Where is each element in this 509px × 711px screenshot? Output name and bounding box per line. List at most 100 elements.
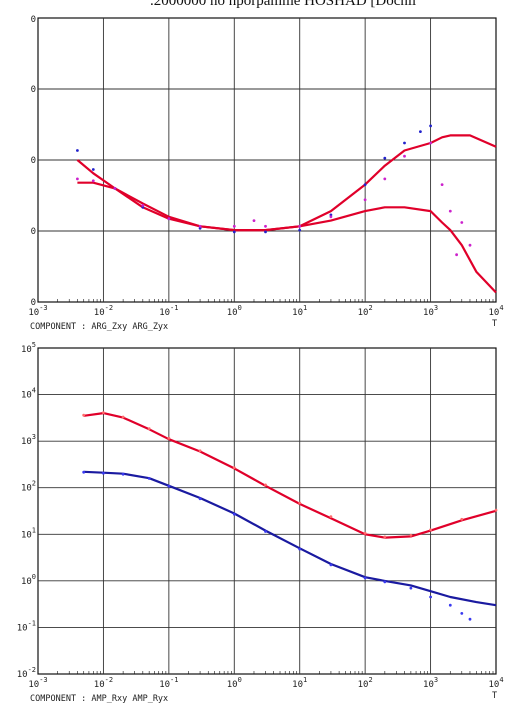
data-point: [76, 149, 79, 152]
data-point: [264, 530, 267, 533]
data-point: [232, 512, 236, 516]
data-point: [468, 243, 472, 247]
x-tick-label: 10-2: [94, 676, 113, 690]
data-point: [113, 187, 117, 190]
data-point: [460, 517, 464, 521]
data-point: [298, 547, 302, 551]
data-point: [232, 224, 236, 228]
x-axis-unit: T: [492, 691, 497, 701]
data-point: [455, 253, 458, 257]
data-point: [198, 449, 202, 453]
y-tick-label: 0: [31, 15, 36, 25]
x-tick-label: 10-3: [28, 676, 47, 690]
x-tick-label: 102: [358, 676, 373, 690]
figure-caption: .2000000 no nporpamme HOSHAD [Docnii: [150, 0, 417, 9]
plot-frame: [37, 347, 497, 675]
x-tick-label: 10-2: [94, 304, 113, 318]
y-tick-label: 0: [31, 298, 36, 308]
data-point: [252, 219, 256, 223]
data-point: [468, 617, 472, 621]
data-point: [363, 576, 367, 580]
data-point: [383, 580, 387, 584]
y-tick-label: 100: [21, 573, 36, 587]
data-point: [409, 586, 413, 590]
data-point: [429, 528, 432, 532]
y-tick-label: 101: [21, 526, 36, 540]
data-point: [329, 515, 333, 518]
data-point: [429, 141, 432, 145]
data-point: [102, 471, 105, 475]
data-point: [91, 168, 95, 171]
x-tick-label: 10-3: [28, 304, 47, 318]
data-point: [102, 411, 105, 414]
data-point: [76, 177, 79, 181]
x-axis-unit: T: [492, 319, 497, 329]
data-point: [298, 228, 302, 232]
x-tick-label: 100: [227, 676, 242, 690]
data-point: [82, 413, 86, 417]
data-point: [198, 224, 202, 228]
data-point: [383, 535, 387, 539]
x-tick-label: 103: [423, 304, 438, 318]
data-point: [147, 477, 151, 480]
data-point: [448, 209, 452, 213]
y-tick-label: 0: [31, 85, 36, 95]
y-tick-label: 103: [21, 433, 36, 447]
data-point: [363, 531, 367, 535]
x-tick-label: 101: [292, 304, 307, 318]
data-point: [460, 612, 464, 615]
data-point: [403, 154, 406, 158]
data-point: [121, 415, 125, 419]
data-point: [429, 124, 432, 128]
data-point: [91, 179, 95, 183]
data-point: [82, 470, 86, 474]
y-tick-label: 10-1: [17, 619, 36, 633]
phase-chart: 10-3 10-2 10-1 100 101 102 103 104 0 0 0 0 0 COMPONEN…: [28, 15, 503, 332]
data-point: [264, 483, 267, 487]
component-label: COMPONENT : AMP_Rxy AMP_Ryx: [30, 694, 168, 704]
data-point: [383, 177, 387, 181]
y-tick-label: 104: [21, 387, 36, 401]
x-tick-label: 104: [488, 304, 503, 318]
data-point: [460, 221, 464, 224]
data-point: [494, 508, 498, 512]
series-line: [77, 181, 497, 294]
data-point: [232, 230, 236, 234]
x-tick-label: 100: [227, 304, 242, 318]
data-point: [232, 466, 236, 469]
data-point: [167, 436, 171, 440]
data-point: [440, 183, 444, 187]
data-point: [264, 230, 267, 234]
y-tick-label: 102: [21, 480, 36, 494]
x-tick-label: 10-1: [159, 304, 178, 318]
y-tick-label: 0: [31, 156, 36, 166]
data-point: [429, 595, 432, 599]
data-point: [298, 224, 302, 228]
data-point: [419, 130, 422, 134]
component-label: COMPONENT : ARG_Zxy ARG_Zyx: [30, 322, 168, 332]
data-point: [329, 215, 333, 219]
data-point: [147, 427, 151, 431]
data-point: [167, 217, 171, 221]
data-point: [409, 533, 413, 537]
x-tick-label: 102: [358, 304, 373, 318]
data-point: [448, 603, 452, 607]
data-point: [363, 183, 367, 187]
y-tick-label: 10-2: [17, 666, 36, 680]
data-point: [121, 472, 125, 476]
amplitude-chart: 10-3 10-2 10-1 100 101 102 103 1041051041031021…: [17, 341, 504, 704]
data-point: [198, 497, 202, 501]
data-point: [383, 156, 387, 160]
x-tick-label: 103: [423, 676, 438, 690]
data-point: [329, 563, 333, 567]
series-line: [76, 134, 497, 232]
data-point: [403, 141, 406, 145]
data-point: [298, 501, 302, 505]
data-point: [264, 224, 267, 228]
series-line: [83, 412, 497, 539]
y-tick-label: 0: [31, 227, 36, 237]
data-point: [167, 484, 171, 488]
y-tick-label: 105: [21, 341, 36, 355]
x-tick-label: 104: [488, 676, 503, 690]
x-tick-label: 101: [292, 676, 307, 690]
